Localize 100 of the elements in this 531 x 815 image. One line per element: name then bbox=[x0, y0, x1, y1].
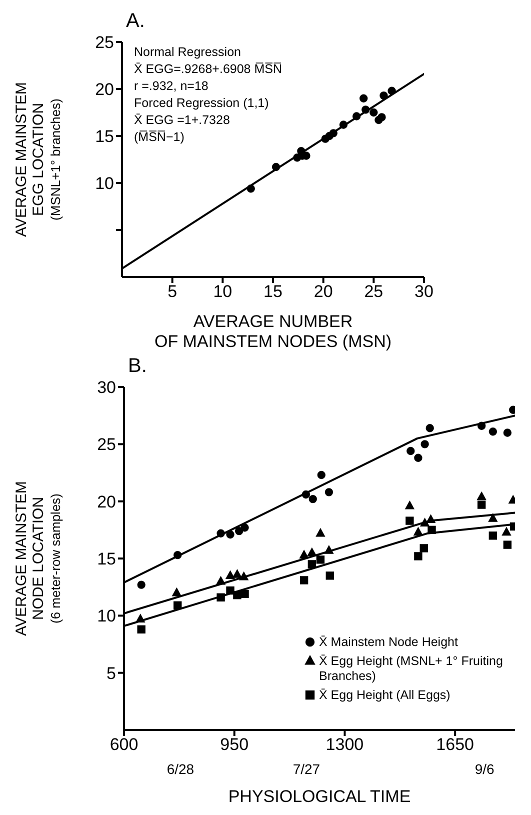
y-axis-title: AVERAGE MAINSTEM EGG LOCATION (MSNL+1° branches) bbox=[13, 82, 63, 237]
point bbox=[300, 576, 308, 584]
y-tick-label: 20 bbox=[97, 492, 116, 512]
point bbox=[233, 590, 242, 600]
y-tick-label: 15 bbox=[95, 127, 114, 146]
point bbox=[302, 490, 310, 499]
point bbox=[406, 516, 414, 525]
x2-tick-label: 6/28 bbox=[166, 760, 194, 777]
point bbox=[308, 494, 317, 504]
legend-label: X̄ Egg Height (MSNL+ 1° Fruiting Branches) bbox=[319, 654, 504, 684]
x-axis-title: AVERAGE NUMBER OF MAINSTEM NODES (MSN) bbox=[154, 312, 392, 351]
point bbox=[406, 446, 415, 456]
point bbox=[352, 112, 361, 120]
y-tick-label: 5 bbox=[106, 664, 116, 683]
chart-title: B. bbox=[128, 355, 147, 378]
point bbox=[240, 590, 249, 598]
point bbox=[216, 529, 225, 538]
point bbox=[360, 94, 368, 102]
x-tick-label: 25 bbox=[364, 282, 384, 302]
point bbox=[503, 428, 512, 437]
legend-label: X̄ Egg Height (All Eggs) bbox=[319, 688, 450, 703]
point bbox=[174, 601, 182, 610]
x-tick-label: 1650 bbox=[436, 735, 474, 754]
point bbox=[240, 524, 249, 532]
x-tick-label: 10 bbox=[213, 282, 232, 302]
y-axis-title: AVERAGE MAINSTEM NODE LOCATION (6 meter-row samples) bbox=[13, 481, 63, 636]
point bbox=[234, 526, 244, 536]
point bbox=[420, 544, 428, 552]
point bbox=[324, 546, 334, 554]
y-tick-label: 10 bbox=[97, 606, 116, 626]
x-tick-label: 20 bbox=[314, 282, 333, 302]
point bbox=[488, 514, 498, 522]
point bbox=[137, 580, 146, 589]
point bbox=[339, 120, 348, 129]
y-tick-label: 30 bbox=[97, 378, 116, 398]
x-tick-label: 1300 bbox=[326, 735, 364, 754]
point bbox=[308, 560, 316, 568]
x-axis-title: PHYSIOLOGICAL TIME bbox=[228, 787, 411, 806]
point bbox=[405, 501, 414, 510]
point bbox=[414, 552, 422, 560]
point bbox=[226, 570, 235, 580]
point bbox=[477, 492, 486, 500]
point bbox=[426, 514, 436, 524]
annotation: Normal Regression bbox=[134, 44, 242, 61]
point bbox=[370, 108, 378, 117]
y-tick-label: 25 bbox=[95, 33, 114, 52]
point bbox=[428, 526, 436, 534]
point bbox=[136, 614, 145, 622]
annotation: Forced Regression (1,1) bbox=[134, 95, 270, 112]
point bbox=[362, 106, 370, 114]
point bbox=[239, 572, 248, 580]
x-tick-label: 600 bbox=[110, 735, 138, 754]
y-tick-label: 15 bbox=[97, 550, 116, 569]
point bbox=[488, 532, 498, 540]
point bbox=[420, 440, 429, 448]
point bbox=[316, 528, 325, 537]
point bbox=[324, 488, 334, 496]
point bbox=[137, 625, 146, 634]
annotation: X̄ EGG=.9268+.6908 M̅S̅N̅ bbox=[134, 61, 282, 78]
point bbox=[380, 91, 388, 100]
y-tick-label: 10 bbox=[95, 174, 114, 194]
x-tick-label: 5 bbox=[168, 282, 178, 302]
point bbox=[316, 556, 325, 564]
x2-tick-label: 9/6 bbox=[474, 760, 495, 777]
x-tick-label: 30 bbox=[414, 282, 434, 302]
point bbox=[232, 570, 242, 578]
point bbox=[216, 593, 225, 602]
y-tick-label: 25 bbox=[97, 435, 116, 454]
point bbox=[378, 113, 386, 122]
point bbox=[246, 184, 255, 193]
point bbox=[503, 540, 512, 549]
point bbox=[307, 548, 316, 556]
legend-label: X̄ Mainstem Node Height bbox=[319, 635, 458, 650]
point bbox=[388, 86, 396, 95]
point bbox=[477, 500, 486, 509]
point bbox=[317, 470, 326, 480]
chart-title: A. bbox=[126, 10, 145, 33]
annotation: X̄ EGG =1+.7328 bbox=[134, 112, 231, 129]
point bbox=[329, 129, 338, 138]
y-tick-label: 20 bbox=[95, 80, 114, 100]
point bbox=[172, 588, 182, 596]
x-tick-label: 15 bbox=[264, 282, 282, 302]
point bbox=[226, 586, 234, 595]
point bbox=[502, 527, 511, 536]
x-tick-label: 950 bbox=[220, 735, 249, 754]
annotation: (M̅S̅N̅−1) bbox=[134, 129, 186, 146]
point bbox=[488, 427, 498, 436]
point bbox=[326, 572, 334, 580]
point bbox=[477, 422, 486, 430]
point bbox=[272, 162, 280, 172]
point bbox=[414, 454, 422, 462]
x2-tick-label: 7/27 bbox=[292, 760, 320, 777]
point bbox=[300, 550, 308, 558]
point bbox=[414, 527, 423, 536]
annotation: r =.932, n=18 bbox=[134, 78, 210, 95]
point bbox=[226, 530, 234, 539]
point bbox=[426, 424, 434, 432]
point bbox=[216, 576, 226, 585]
point bbox=[420, 518, 430, 526]
point bbox=[174, 550, 182, 560]
